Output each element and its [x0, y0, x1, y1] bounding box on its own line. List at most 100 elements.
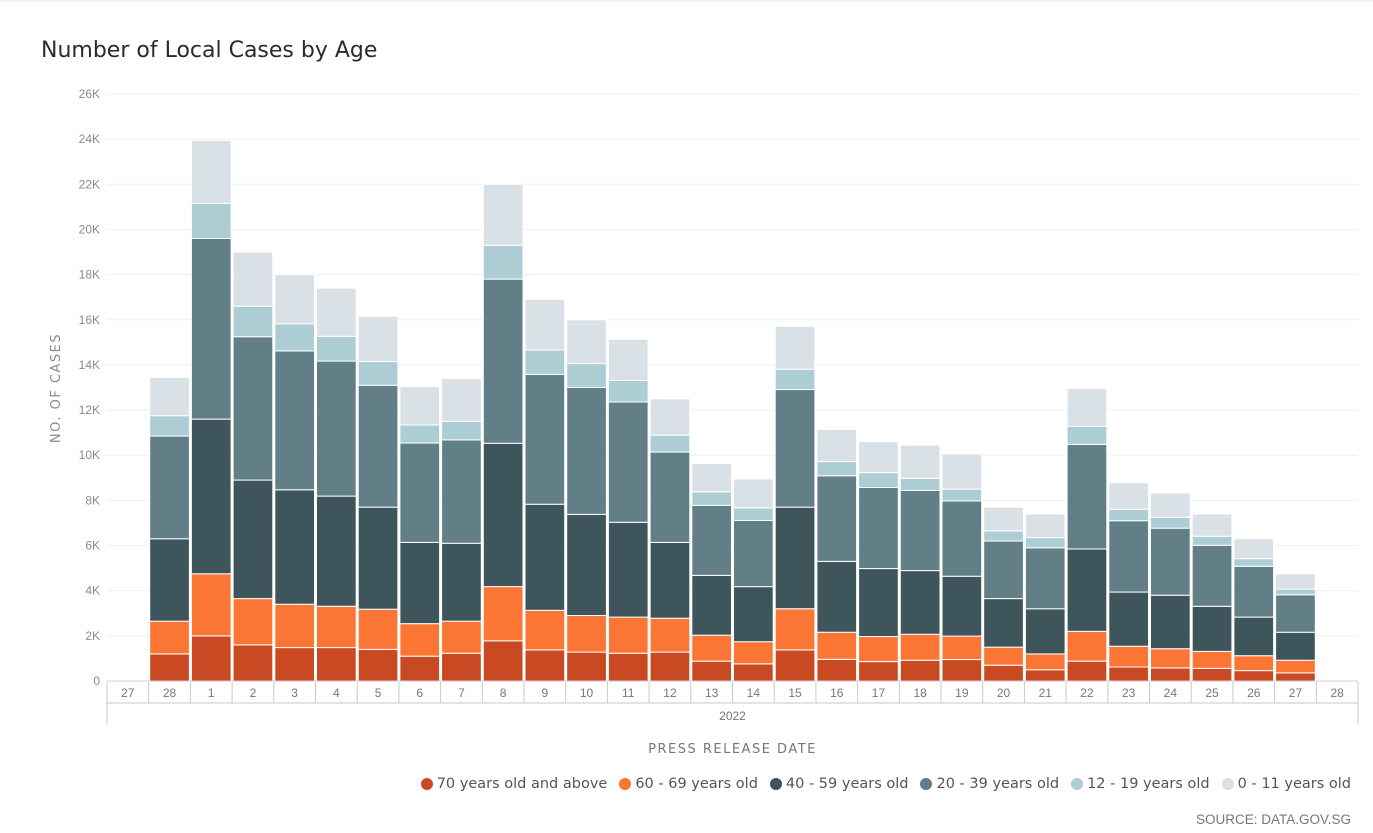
- bar-segment: [1150, 527, 1191, 596]
- bar-segment: [190, 202, 232, 239]
- bar-segment: [441, 377, 482, 422]
- bar-segment: [357, 361, 399, 386]
- bar-segment: [691, 491, 732, 506]
- bar-segment: [232, 598, 274, 646]
- bar-segment: [1275, 594, 1316, 633]
- bar-segment: [983, 646, 1024, 666]
- legend-item[interactable]: 20 - 39 years old: [920, 776, 1059, 792]
- bar-segment: [691, 634, 732, 662]
- x-tick-label: 2: [250, 686, 257, 700]
- bar-segment: [190, 418, 232, 575]
- bar-segment: [816, 428, 858, 463]
- bar-segment: [774, 506, 816, 610]
- bar-segment: [482, 442, 524, 588]
- bar-segment: [816, 475, 858, 562]
- bar-segment: [149, 376, 190, 417]
- x-tick-label: 1: [208, 686, 215, 700]
- bar-segment: [274, 603, 315, 649]
- bar-segment: [357, 384, 399, 508]
- bar-segment: [858, 441, 899, 474]
- legend-item[interactable]: 0 - 11 years old: [1221, 776, 1351, 792]
- bar-segment: [899, 659, 941, 682]
- legend-dot-icon: [420, 778, 433, 790]
- bar-segment: [607, 616, 649, 654]
- bar-segment: [983, 530, 1024, 542]
- bar-segment: [1150, 667, 1191, 682]
- bar-segment: [1150, 492, 1191, 518]
- legend-item[interactable]: 60 - 69 years old: [619, 776, 758, 792]
- bar-segment: [774, 325, 816, 370]
- x-tick-label: 25: [1205, 686, 1219, 700]
- bar-segment: [399, 541, 441, 625]
- legend-dot-icon: [920, 778, 933, 790]
- bar-segment: [1150, 594, 1191, 650]
- bar-segment: [1233, 565, 1275, 618]
- bar-segment: [899, 477, 941, 491]
- x-tick-label: 4: [333, 686, 340, 700]
- bar-segment: [816, 560, 858, 633]
- bar-segment: [1191, 667, 1233, 682]
- bar-segment: [1191, 544, 1233, 607]
- y-tick-label: 22K: [79, 177, 100, 191]
- bar-segment: [691, 463, 732, 493]
- legend-item[interactable]: 70 years old and above: [420, 776, 608, 792]
- bar-segment: [1233, 670, 1275, 682]
- bar-segment: [858, 568, 899, 638]
- bar-segment: [1233, 538, 1275, 560]
- legend-item[interactable]: 12 - 19 years old: [1071, 776, 1210, 792]
- bar-segment: [482, 586, 524, 642]
- bar-segment: [441, 439, 482, 544]
- bar-segment: [441, 652, 482, 682]
- bar-segment: [899, 633, 941, 661]
- bar-segment: [274, 350, 315, 491]
- bar-segment: [357, 506, 399, 610]
- x-tick-label: 26: [1247, 686, 1261, 700]
- bar-segment: [1191, 535, 1233, 546]
- bar-segment: [607, 380, 649, 403]
- bar-segment: [733, 663, 774, 682]
- bar-segment: [399, 386, 441, 426]
- bar-segment: [607, 401, 649, 523]
- legend-item[interactable]: 40 - 59 years old: [769, 776, 908, 792]
- y-tick-label: 10K: [79, 448, 100, 462]
- bar-segment: [858, 487, 899, 570]
- year-label: 2022: [719, 709, 746, 723]
- legend-dot-icon: [619, 778, 632, 790]
- x-tick-label: 13: [705, 686, 719, 700]
- bar-segment: [983, 506, 1024, 532]
- bar-segment: [733, 641, 774, 665]
- bar-segment: [399, 655, 441, 682]
- bar-segment: [524, 609, 566, 651]
- y-axis-label: NO. OF CASES: [49, 333, 64, 443]
- bar-segment: [524, 373, 566, 505]
- bar-segment: [482, 244, 524, 280]
- bar-segment: [1024, 669, 1066, 682]
- y-tick-label: 0: [93, 674, 100, 688]
- bar-segment: [232, 644, 274, 682]
- bar-segment: [1066, 425, 1108, 445]
- bar-segment: [1066, 443, 1108, 550]
- bar-segment: [1108, 666, 1150, 682]
- legend-label: 70 years old and above: [436, 776, 608, 792]
- bar-segment: [941, 500, 983, 577]
- bar-segment: [316, 495, 357, 607]
- bar-segment: [941, 453, 983, 490]
- bar-segment: [316, 647, 357, 682]
- x-tick-label: 12: [663, 686, 677, 700]
- bar-segment: [858, 472, 899, 489]
- bar-segment: [441, 420, 482, 441]
- bar-segment: [1191, 650, 1233, 669]
- bar-segment: [1024, 513, 1066, 539]
- bar-segment: [441, 542, 482, 622]
- bar-segment: [1024, 547, 1066, 610]
- bar-segment: [566, 651, 607, 682]
- bar-segment: [607, 338, 649, 382]
- bar-segment: [524, 349, 566, 375]
- bar-segment: [357, 608, 399, 650]
- bar-segment: [1233, 558, 1275, 567]
- bar-segment: [774, 649, 816, 682]
- x-tick-label: 7: [458, 686, 465, 700]
- bar-segment: [274, 274, 315, 325]
- bar-segment: [566, 615, 607, 653]
- bar-segment: [149, 653, 190, 682]
